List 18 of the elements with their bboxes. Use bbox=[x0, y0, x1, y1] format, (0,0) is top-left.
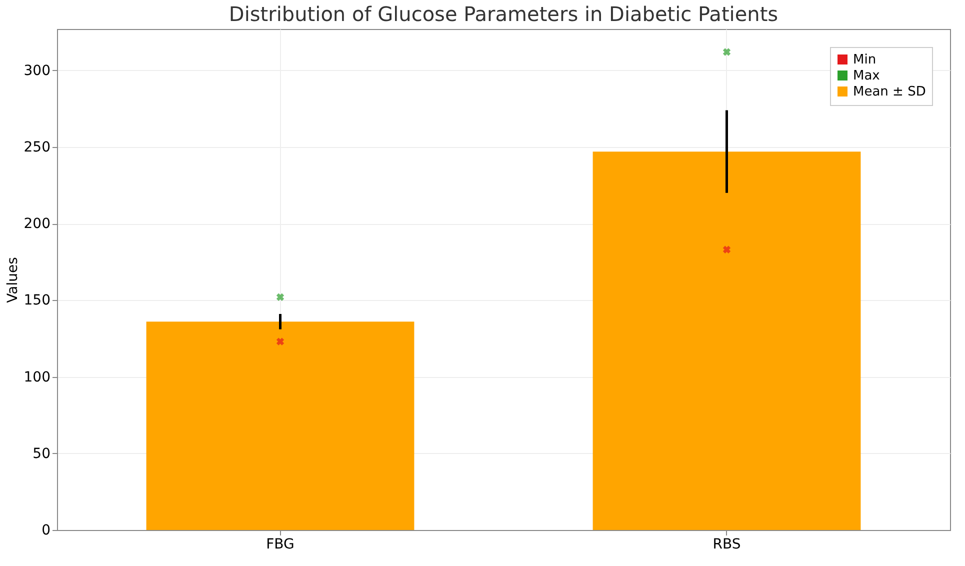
y-tick-label: 150 bbox=[24, 292, 50, 309]
point bbox=[276, 338, 284, 346]
point bbox=[722, 48, 731, 56]
y-tick-label: 0 bbox=[42, 522, 50, 538]
legend-label: Max bbox=[853, 68, 880, 84]
point bbox=[276, 293, 284, 301]
y-axis-title: Values bbox=[4, 257, 21, 303]
y-tick-label: 250 bbox=[24, 139, 50, 156]
x-tick-label: RBS bbox=[712, 536, 741, 552]
y-tick-label: 50 bbox=[32, 446, 50, 462]
point bbox=[722, 246, 731, 254]
y-tick-label: 200 bbox=[24, 216, 50, 232]
x-tick-label: FBG bbox=[266, 536, 294, 552]
y-tick-label: 300 bbox=[24, 62, 50, 79]
y-tick-label: 100 bbox=[24, 369, 50, 386]
legend-label: Mean ± SD bbox=[853, 84, 926, 100]
chart-title: Distribution of Glucose Parameters in Diabetic Patients bbox=[228, 2, 778, 26]
legend-label: Min bbox=[853, 52, 876, 68]
